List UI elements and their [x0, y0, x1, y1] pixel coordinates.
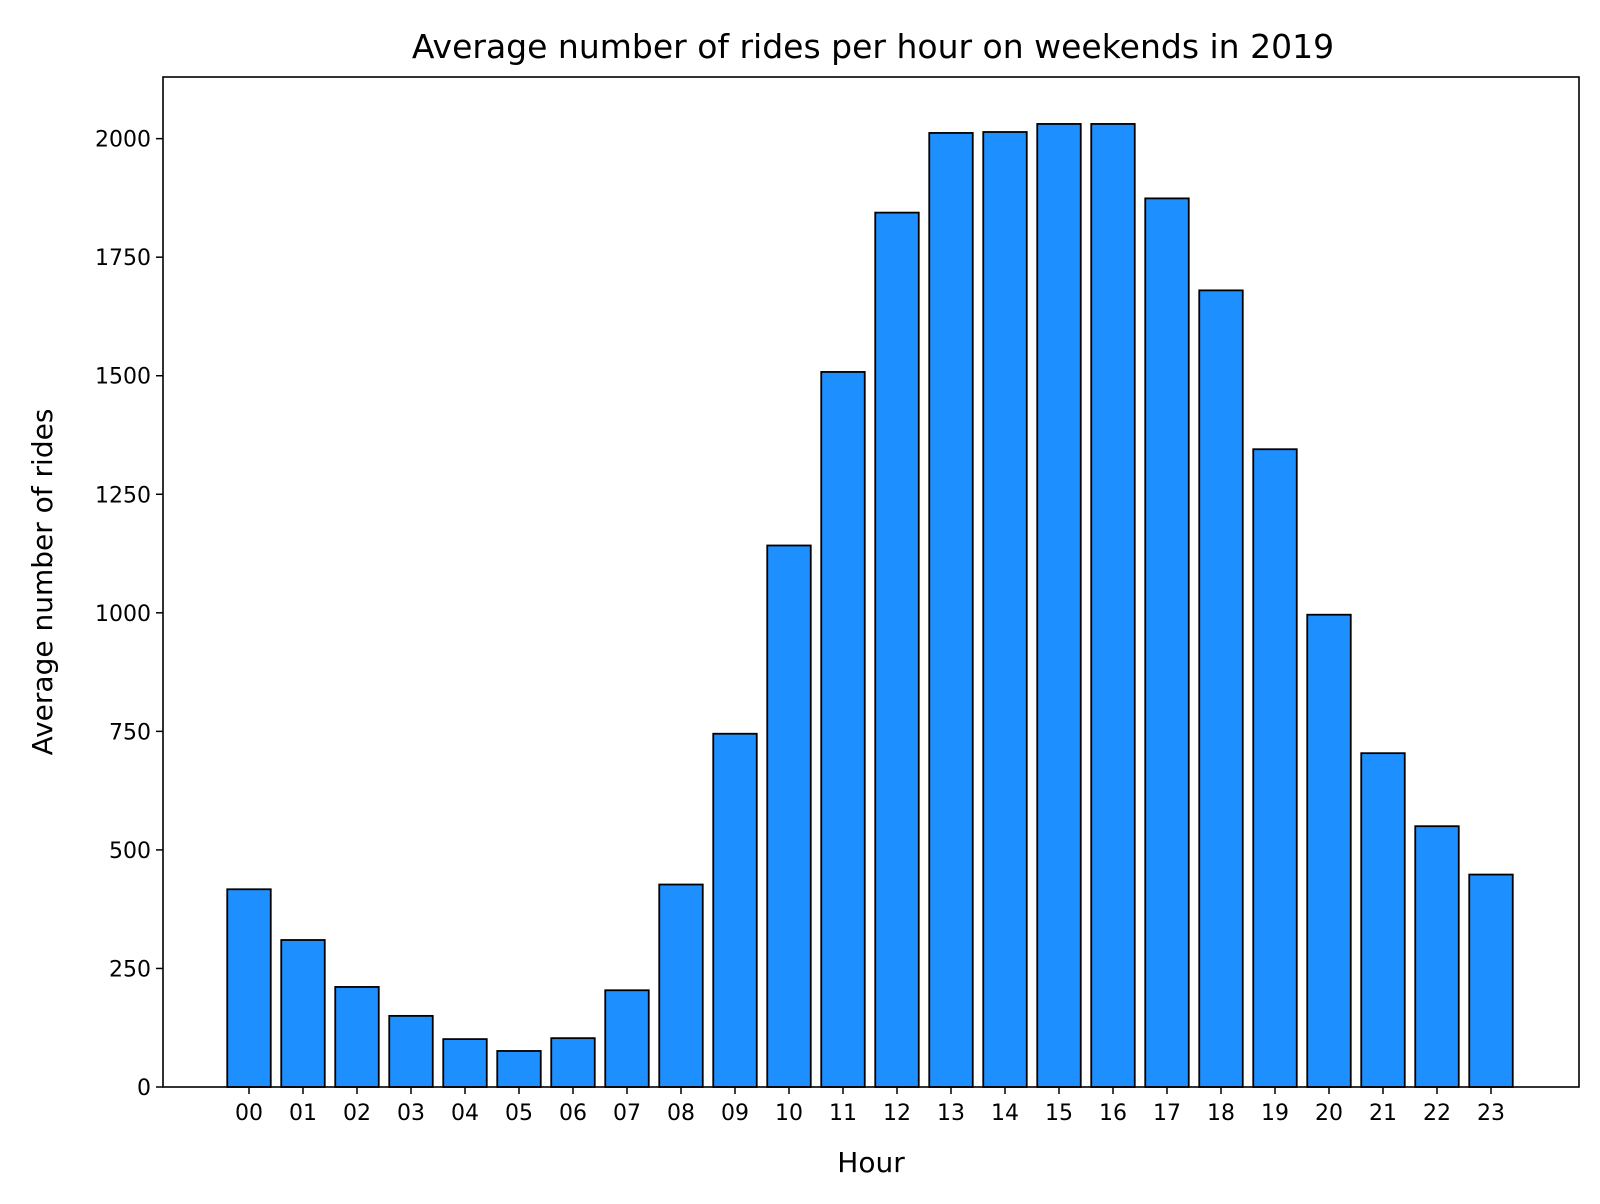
bar-hour-12 — [874, 211, 920, 1088]
x-tick-label: 20 — [1315, 1101, 1343, 1126]
x-tick-label: 19 — [1261, 1101, 1289, 1126]
bar-hour-04 — [442, 1038, 488, 1088]
bar-hour-23 — [1468, 873, 1514, 1088]
bar-hour-01 — [280, 939, 326, 1088]
y-tick-label: 1250 — [95, 483, 151, 508]
x-tick-label: 07 — [613, 1101, 641, 1126]
chart-title: Average number of rides per hour on week… — [412, 27, 1334, 66]
x-tick-label: 11 — [829, 1101, 857, 1126]
x-tick-label: 09 — [721, 1101, 749, 1126]
x-axis-title: Hour — [837, 1146, 905, 1179]
bar-hour-21 — [1360, 752, 1406, 1088]
x-tick-label: 23 — [1477, 1101, 1505, 1126]
x-tick-label: 18 — [1207, 1101, 1235, 1126]
y-tick-label: 250 — [109, 957, 151, 982]
y-tick-label: 750 — [109, 720, 151, 745]
bar-hour-11 — [820, 371, 866, 1088]
bar-hour-17 — [1144, 197, 1190, 1088]
x-tick-label: 12 — [883, 1101, 911, 1126]
y-axis-title: Average number of rides — [26, 409, 59, 756]
bar-hour-18 — [1198, 289, 1244, 1088]
bar-hour-03 — [388, 1014, 434, 1088]
bar-hour-20 — [1306, 613, 1352, 1088]
x-tick-label: 16 — [1099, 1101, 1127, 1126]
bar-hour-19 — [1252, 448, 1298, 1088]
x-tick-label: 01 — [289, 1101, 317, 1126]
bars-layer — [226, 123, 1514, 1088]
x-tick-label: 05 — [505, 1101, 533, 1126]
bar-hour-07 — [604, 989, 650, 1088]
x-tick-label: 03 — [397, 1101, 425, 1126]
y-tick-label: 500 — [109, 839, 151, 864]
bar-hour-09 — [712, 732, 758, 1088]
bar-hour-16 — [1090, 123, 1136, 1088]
x-tick-label: 08 — [667, 1101, 695, 1126]
x-tick-label: 10 — [775, 1101, 803, 1126]
y-tick-label: 2000 — [95, 128, 151, 153]
bar-hour-02 — [334, 986, 380, 1088]
x-tick-label: 22 — [1423, 1101, 1451, 1126]
y-tick-label: 1000 — [95, 602, 151, 627]
x-axis-ticks: 00 01 02 03 04 05 06 07 08 09 10 11 12 13 14 15 16 17 18 19… — [235, 1087, 1505, 1126]
x-tick-label: 15 — [1045, 1101, 1073, 1126]
bar-hour-13 — [928, 132, 974, 1088]
y-axis-ticks: 0 250 500 750 1000 1250 1500 1750 2000 — [95, 128, 163, 1101]
x-tick-label: 21 — [1369, 1101, 1397, 1126]
x-tick-label: 17 — [1153, 1101, 1181, 1126]
x-tick-label: 14 — [991, 1101, 1019, 1126]
x-tick-label: 04 — [451, 1101, 479, 1126]
bar-hour-06 — [550, 1037, 596, 1088]
bar-hour-10 — [766, 544, 812, 1088]
x-tick-label: 13 — [937, 1101, 965, 1126]
y-tick-label: 1750 — [95, 246, 151, 271]
y-tick-label: 0 — [137, 1076, 151, 1101]
bar-hour-22 — [1414, 825, 1460, 1088]
bar-hour-05 — [496, 1050, 542, 1088]
x-tick-label: 02 — [343, 1101, 371, 1126]
plot-frame — [162, 76, 1580, 1088]
y-tick-label: 1500 — [95, 365, 151, 390]
x-tick-label: 06 — [559, 1101, 587, 1126]
bar-hour-14 — [982, 131, 1028, 1088]
bar-hour-15 — [1036, 123, 1082, 1088]
x-tick-label: 00 — [235, 1101, 263, 1126]
bar-hour-08 — [658, 883, 704, 1088]
bar-hour-00 — [226, 888, 272, 1088]
